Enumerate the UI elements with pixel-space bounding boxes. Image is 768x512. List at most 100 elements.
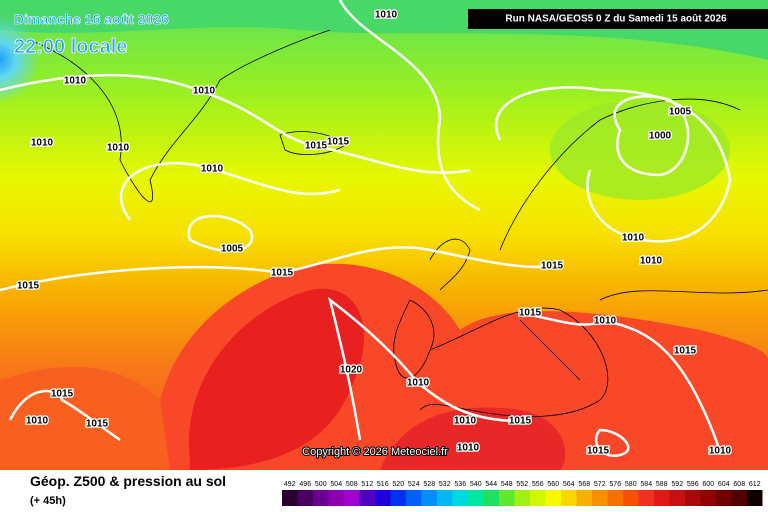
isobar-label: 1015 — [541, 261, 564, 272]
run-info: Run NASA/GEOS5 0 Z du Samedi 15 août 202… — [505, 14, 727, 25]
scale-swatch — [638, 490, 654, 506]
isobar-label: 1010 — [622, 233, 645, 244]
scale-swatch — [297, 490, 313, 506]
scale-swatch — [406, 490, 422, 506]
isobar-label: 1015 — [271, 268, 294, 279]
isobar-label: 1010 — [407, 378, 430, 389]
scale-label: 564 — [563, 481, 575, 488]
isobar-label: 1015 — [509, 416, 532, 427]
isobar-label: 1010 — [193, 86, 216, 97]
scale-swatch — [499, 490, 515, 506]
color-scale: 492 496 500 504 508 512 516 520 524 528 532 536 540 5… — [282, 481, 763, 506]
scale-label: 500 — [315, 481, 327, 488]
scale-swatch — [731, 490, 747, 506]
scale-swatch — [607, 490, 623, 506]
isobar-label: 1020 — [340, 365, 363, 376]
forecast-time: 22:00 locale — [14, 36, 127, 58]
scale-swatch — [700, 490, 716, 506]
scale-swatch — [514, 490, 530, 506]
scale-swatch — [313, 490, 329, 506]
scale-label: 588 — [656, 481, 668, 488]
scale-swatch — [747, 490, 763, 506]
isobars — [0, 0, 730, 456]
scale-swatch — [576, 490, 592, 506]
scale-swatch — [375, 490, 391, 506]
scale-swatch — [654, 490, 670, 506]
scale-label: 496 — [299, 481, 311, 488]
isobar-label: 1010 — [457, 443, 480, 454]
scale-label: 492 — [284, 481, 296, 488]
scale-swatch — [344, 490, 360, 506]
legend-title: Géop. Z500 & pression au sol — [30, 473, 226, 489]
scale-swatch — [530, 490, 546, 506]
scale-label: 540 — [470, 481, 482, 488]
isobar-label: 1015 — [519, 308, 542, 319]
isobar-label: 1010 — [201, 164, 224, 175]
scale-label: 600 — [702, 481, 714, 488]
scale-label: 524 — [408, 481, 420, 488]
isobar-label: 1015 — [305, 141, 328, 152]
scale-label: 544 — [485, 481, 497, 488]
scale-label: 608 — [733, 481, 745, 488]
scale-label: 508 — [346, 481, 358, 488]
scale-swatch — [685, 490, 701, 506]
scale-swatch — [468, 490, 484, 506]
scale-label: 556 — [532, 481, 544, 488]
isobar-label: 1015 — [51, 389, 74, 400]
isobar-label: 1010 — [594, 316, 617, 327]
scale-label: 512 — [361, 481, 373, 488]
forecast-date: Dimanche 16 août 2026 — [14, 11, 169, 27]
coastlines — [29, 29, 768, 417]
isobar-label: 1010 — [640, 256, 663, 267]
scale-swatch — [421, 490, 437, 506]
scale-swatch — [282, 490, 298, 506]
scale-swatch — [669, 490, 685, 506]
isobar-label: 1015 — [327, 137, 350, 148]
scale-swatch — [328, 490, 344, 506]
scale-label: 516 — [377, 481, 389, 488]
scale-label: 552 — [516, 481, 528, 488]
scale-label: 572 — [594, 481, 606, 488]
scale-label: 612 — [749, 481, 761, 488]
scale-label: 560 — [547, 481, 559, 488]
scale-label: 528 — [423, 481, 435, 488]
isobar-label: 1005 — [221, 244, 244, 255]
isobar-label: 1015 — [587, 446, 610, 457]
isobar-label: 1015 — [674, 346, 697, 357]
scale-label: 548 — [501, 481, 513, 488]
isobar-label: 1000 — [649, 131, 672, 142]
copyright: Copyright © 2026 Meteociel.fr — [302, 446, 448, 458]
scale-label: 536 — [454, 481, 466, 488]
scale-label: 596 — [687, 481, 699, 488]
isobar-label: 1010 — [375, 10, 398, 21]
run-banner — [468, 9, 768, 29]
scale-swatch — [390, 490, 406, 506]
scale-swatch — [716, 490, 732, 506]
scale-label: 592 — [671, 481, 683, 488]
scale-swatch — [623, 490, 639, 506]
isobar-label: 1010 — [26, 416, 49, 427]
isobar-label: 1015 — [86, 419, 109, 430]
scale-swatch — [545, 490, 561, 506]
scale-swatch — [359, 490, 375, 506]
isobar-label: 1015 — [17, 281, 40, 292]
scale-swatch — [483, 490, 499, 506]
isobar-label: 1010 — [107, 143, 130, 154]
map-field — [0, 0, 768, 470]
isobar-label: 1010 — [709, 446, 732, 457]
isobar-label: 1010 — [454, 416, 477, 427]
scale-label: 580 — [625, 481, 637, 488]
legend-subtitle: (+ 45h) — [30, 495, 66, 507]
scale-label: 584 — [640, 481, 652, 488]
isobar-label: 1005 — [669, 107, 692, 118]
scale-label: 532 — [439, 481, 451, 488]
scale-swatch — [452, 490, 468, 506]
scale-label: 568 — [578, 481, 590, 488]
isobar-label: 1010 — [31, 138, 54, 149]
scale-swatch — [437, 490, 453, 506]
isobar-label: 1010 — [64, 76, 87, 87]
scale-label: 504 — [330, 481, 342, 488]
scale-label: 604 — [718, 481, 730, 488]
